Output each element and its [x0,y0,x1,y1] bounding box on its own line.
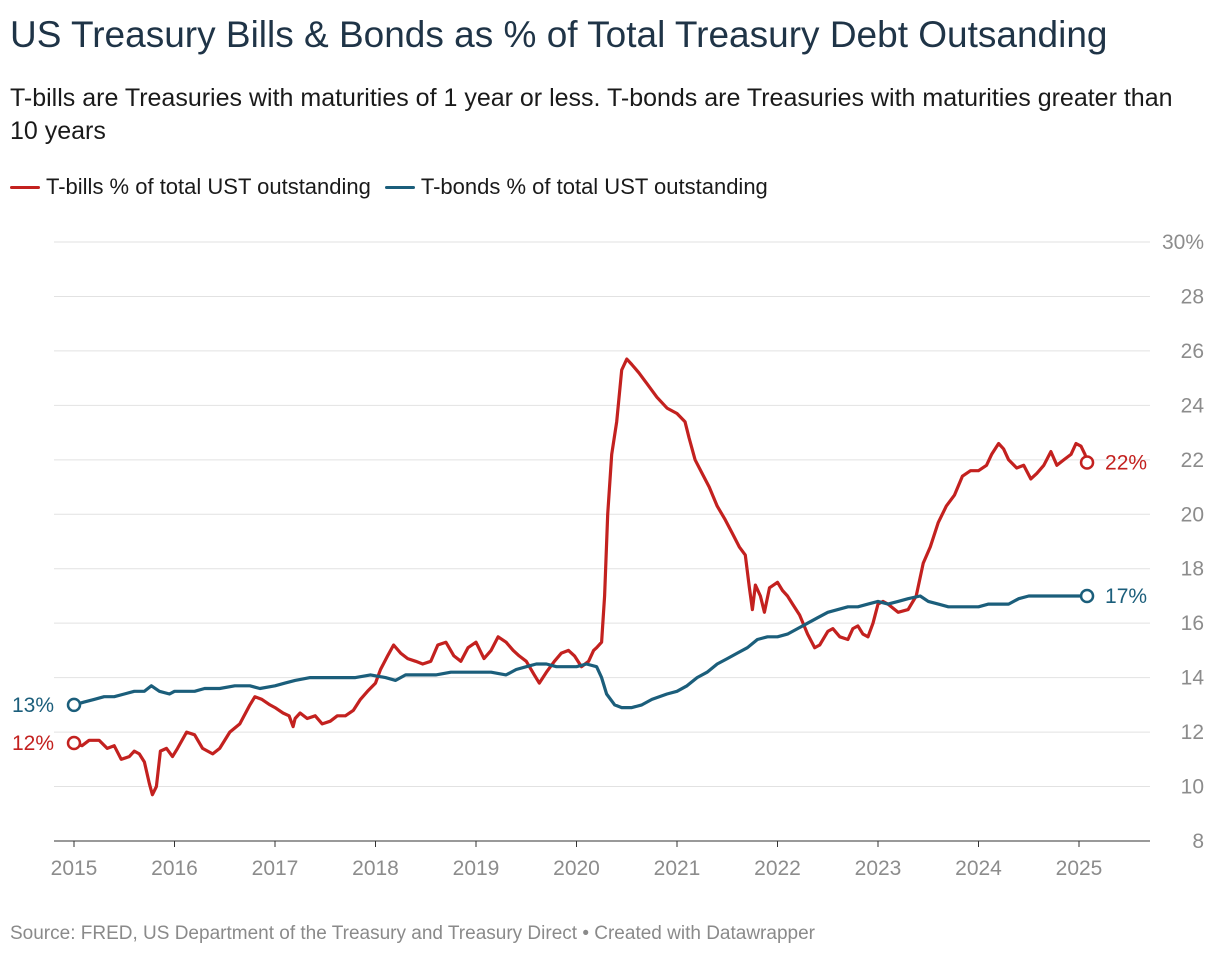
legend-label-tbonds: T-bonds % of total UST outstanding [420,174,768,199]
y-tick-label-12: 12 [1181,721,1204,744]
y-tick-label-28: 28 [1181,285,1204,308]
start-marker-tbonds [66,697,82,713]
y-tick-label-8: 8 [1192,830,1204,853]
y-tick-label-26: 26 [1181,340,1204,363]
end-label-tbills: 22% [1105,452,1147,475]
y-tick-label-16: 16 [1181,612,1204,635]
y-tick-label-10: 10 [1181,776,1204,799]
x-tick-label-2022: 2022 [754,857,801,880]
x-tick-label-2019: 2019 [453,857,500,880]
x-tick-label-2024: 2024 [955,857,1002,880]
end-marker-tbills [1079,455,1095,470]
series-lines [72,357,1089,797]
y-tick-label-14: 14 [1181,667,1205,690]
start-label-tbills: 12% [12,732,54,755]
source-note: Source: FRED, US Department of the Treas… [10,923,815,944]
chart-title: US Treasury Bills & Bonds as % of Total … [10,14,1108,55]
series-line-tbills [72,357,1089,797]
legend-swatch-tbills [10,185,40,189]
y-tick-label-30: 30% [1162,231,1204,254]
x-tick-label-2017: 2017 [252,857,299,880]
series-line-tbonds [72,594,1089,710]
y-tick-label-24: 24 [1181,394,1205,417]
x-tick-label-2018: 2018 [352,857,399,880]
x-tick-label-2021: 2021 [654,857,701,880]
x-axis-ticks: 2015 2016 2017 2018 2019 2020 2021 2022 2023 2024… [51,841,1103,880]
x-tick-label-2025: 2025 [1056,857,1103,880]
end-marker-tbonds [1079,588,1095,604]
legend-swatch-tbonds [384,185,415,189]
x-tick-label-2023: 2023 [855,857,902,880]
legend-label-tbills: T-bills % of total UST outstanding [46,174,371,199]
legend-item-tbonds: T-bonds % of total UST outstanding [384,174,768,200]
legend-item-tbills: T-bills % of total UST outstanding [10,174,371,200]
end-labels: 12% 22% 13% 17% [12,452,1147,755]
chart-subtitle: T-bills are Treasuries with maturities o… [10,84,1173,145]
legend: T-bills % of total UST outstanding T-bon… [10,174,782,200]
x-tick-label-2020: 2020 [553,857,600,880]
end-label-tbonds: 17% [1105,585,1147,608]
y-axis-ticks: 8 10 12 14 16 18 20 22 24 26 28 30% [1162,231,1204,853]
y-tick-label-22: 22 [1181,449,1204,472]
y-tick-label-20: 20 [1181,503,1204,526]
y-tick-label-18: 18 [1181,558,1204,581]
x-tick-label-2016: 2016 [151,857,198,880]
x-tick-label-2015: 2015 [51,857,98,880]
start-marker-tbills [66,735,82,751]
start-label-tbonds: 13% [12,694,54,717]
